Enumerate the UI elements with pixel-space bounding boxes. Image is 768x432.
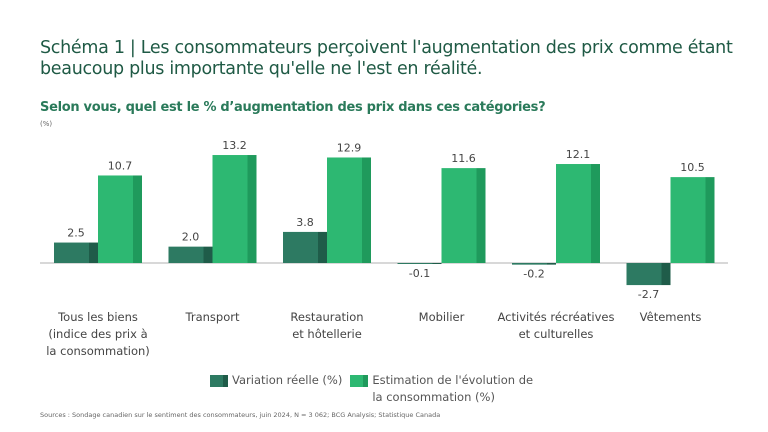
bar-actual	[512, 263, 547, 265]
sources-note: Sources : Sondage canadien sur le sentim…	[40, 411, 441, 419]
legend-swatch-actual	[210, 375, 228, 387]
data-label: 12.1	[566, 148, 591, 161]
legend-label-estimate: Estimation de l'évolution de la consomma…	[372, 373, 534, 404]
bar-side-actual	[661, 263, 671, 286]
legend: Variation réelle (%) Estimation de l'évo…	[210, 373, 542, 406]
data-label: 10.7	[108, 159, 133, 172]
legend-swatch-estimate	[350, 375, 369, 387]
bar-estimate	[327, 157, 362, 263]
bar-side-estimate	[705, 177, 715, 263]
bar-side-actual	[318, 231, 327, 263]
category-label: Tous les biens	[57, 310, 138, 324]
category-label: Vêtements	[640, 310, 702, 324]
bar-side-estimate	[133, 175, 142, 263]
category-label: Mobilier	[419, 310, 465, 324]
legend-item-actual: Variation réelle (%)	[210, 373, 342, 406]
legend-item-estimate: Estimation de l'évolution de la consomma…	[350, 373, 542, 406]
data-label: -0.2	[523, 268, 544, 281]
category-label: (indice des prix à	[48, 327, 147, 341]
category-label: Activités récréatives	[498, 310, 615, 324]
data-label: 3.8	[296, 216, 314, 229]
bar-actual	[626, 263, 662, 286]
chart-title: Selon vous, quel est le % d’augmentation…	[40, 100, 546, 115]
data-label: 11.6	[451, 152, 476, 165]
bar-estimate	[441, 168, 477, 263]
category-label: Restauration	[290, 310, 363, 324]
data-label: 13.2	[222, 139, 247, 152]
data-label: 10.5	[680, 161, 705, 174]
bar-estimate	[212, 155, 248, 263]
bar-side-actual	[203, 246, 213, 263]
bar-side-estimate	[362, 157, 371, 263]
category-label: la consommation)	[46, 344, 150, 358]
legend-label-actual: Variation réelle (%)	[232, 373, 343, 387]
bar-actual	[54, 242, 89, 263]
bar-estimate	[98, 175, 133, 263]
bar-side-estimate	[247, 155, 257, 263]
bar-side-estimate	[476, 168, 486, 263]
bar-estimate	[556, 164, 591, 263]
bar-estimate	[670, 177, 706, 263]
data-label: 12.9	[337, 141, 362, 154]
chart-unit: (%)	[40, 120, 53, 128]
data-label: -2.7	[638, 288, 659, 301]
category-label: et culturelles	[519, 327, 594, 341]
data-label: -0.1	[409, 267, 430, 280]
bar-actual	[168, 246, 204, 263]
category-label: et hôtellerie	[292, 327, 362, 341]
bar-side-actual	[547, 263, 556, 265]
bar-side-actual	[432, 263, 442, 264]
page-title: Schéma 1 | Les consommateurs perçoivent …	[40, 38, 733, 79]
bar-actual	[283, 231, 318, 263]
bar-side-actual	[89, 242, 98, 263]
data-label: 2.0	[182, 231, 200, 244]
bar-side-estimate	[591, 164, 600, 263]
category-label: Transport	[185, 310, 240, 324]
bar-actual	[397, 263, 433, 264]
data-label: 2.5	[67, 227, 85, 240]
